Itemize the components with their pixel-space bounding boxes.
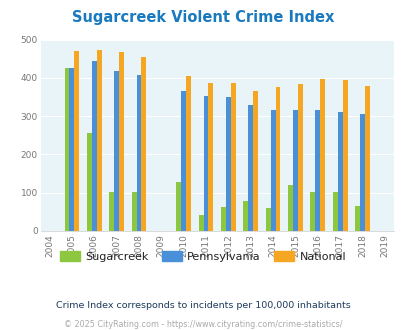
Bar bbox=[64, 68, 69, 231]
Text: Sugarcreek Violent Crime Index: Sugarcreek Violent Crime Index bbox=[72, 10, 333, 25]
Text: Crime Index corresponds to incidents per 100,000 inhabitants: Crime Index corresponds to incidents per… bbox=[55, 301, 350, 310]
Bar bbox=[297, 84, 302, 231]
Bar bbox=[354, 206, 359, 231]
Bar bbox=[74, 51, 79, 231]
Bar bbox=[119, 52, 124, 231]
Bar bbox=[208, 83, 213, 231]
Bar bbox=[230, 83, 235, 231]
Bar bbox=[275, 87, 280, 231]
Bar bbox=[181, 91, 185, 231]
Bar bbox=[248, 105, 253, 231]
Bar bbox=[359, 114, 364, 231]
Bar bbox=[310, 192, 315, 231]
Bar bbox=[92, 61, 96, 231]
Text: © 2025 CityRating.com - https://www.cityrating.com/crime-statistics/: © 2025 CityRating.com - https://www.city… bbox=[64, 319, 341, 329]
Bar bbox=[96, 50, 101, 231]
Legend: Sugarcreek, Pennsylvania, National: Sugarcreek, Pennsylvania, National bbox=[55, 247, 350, 267]
Bar bbox=[176, 182, 181, 231]
Bar bbox=[109, 192, 114, 231]
Bar bbox=[332, 192, 337, 231]
Bar bbox=[198, 214, 203, 231]
Bar bbox=[315, 111, 320, 231]
Bar bbox=[203, 96, 208, 231]
Bar bbox=[292, 111, 297, 231]
Bar bbox=[270, 111, 275, 231]
Bar bbox=[253, 90, 258, 231]
Bar bbox=[131, 192, 136, 231]
Bar bbox=[185, 76, 191, 231]
Bar bbox=[320, 79, 324, 231]
Bar bbox=[141, 57, 146, 231]
Bar bbox=[87, 133, 92, 231]
Bar bbox=[337, 112, 342, 231]
Bar bbox=[288, 185, 292, 231]
Bar bbox=[136, 75, 141, 231]
Bar bbox=[342, 80, 347, 231]
Bar bbox=[243, 201, 248, 231]
Bar bbox=[220, 207, 225, 231]
Bar bbox=[69, 68, 74, 231]
Bar bbox=[114, 71, 119, 231]
Bar bbox=[364, 85, 369, 231]
Bar bbox=[265, 208, 270, 231]
Bar bbox=[225, 97, 230, 231]
